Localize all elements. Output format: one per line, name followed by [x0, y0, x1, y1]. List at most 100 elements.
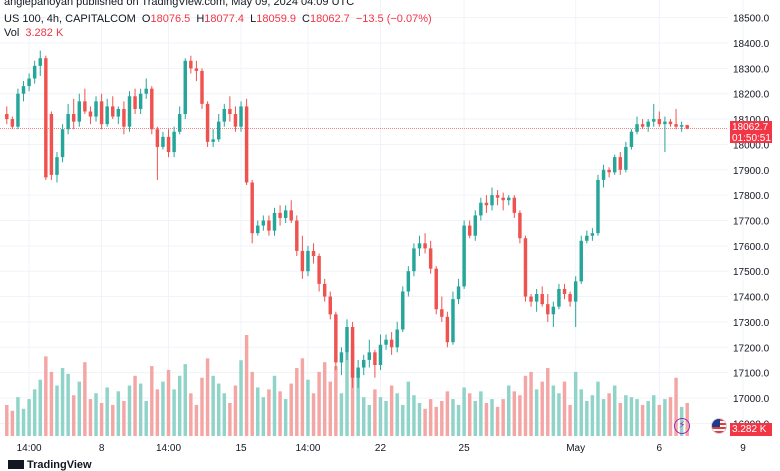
volume-bar: [94, 393, 98, 436]
open-label: O: [141, 13, 151, 25]
publisher-line: anglepanoyan published on TradingView.co…: [4, 0, 355, 8]
volume-bar: [451, 399, 455, 436]
price-axis: 16900.017000.017100.017200.017300.017400…: [733, 14, 770, 431]
y-tick-label: 18400.0: [733, 39, 770, 50]
candle-body: [127, 96, 132, 127]
volume-bar: [579, 389, 583, 436]
candle-body: [272, 212, 277, 231]
y-tick-label: 18300.0: [733, 64, 770, 75]
candle-body: [557, 288, 561, 307]
candle-body: [138, 93, 143, 109]
candle-body: [356, 367, 360, 378]
symbol-name[interactable]: US 100, 4h, CAPITALCOM: [4, 13, 136, 25]
volume-bar: [83, 362, 87, 436]
candle-body: [77, 101, 82, 122]
volume-bar: [401, 404, 405, 436]
candle-body: [105, 106, 109, 125]
candle-body: [373, 352, 377, 366]
candle-body: [607, 169, 611, 173]
x-tick-label: 14:00: [156, 443, 181, 454]
candle-body: [679, 125, 684, 127]
volume-bar: [283, 399, 288, 436]
tradingview-brand[interactable]: TradingView: [8, 459, 92, 471]
y-tick-label: 18100.0: [733, 115, 770, 126]
volume-legend: Vol 3.282 K: [4, 27, 63, 39]
volume-bar: [32, 389, 37, 436]
candle-body: [311, 250, 316, 256]
low-value: 18059.9: [256, 13, 296, 25]
volume-bar: [674, 377, 678, 436]
volume-bar: [607, 393, 611, 436]
volume-bar: [21, 408, 26, 436]
candlesticks: [5, 50, 689, 388]
volume-bar: [512, 391, 517, 436]
volume-bar: [216, 383, 221, 436]
volume-bar: [640, 404, 645, 436]
candle-body: [490, 195, 494, 206]
volume-bar: [38, 379, 42, 436]
volume-bar: [116, 391, 121, 436]
volume-bar: [546, 368, 550, 436]
volume-bar: [635, 399, 639, 436]
candle-body: [71, 114, 76, 122]
volume-bar: [239, 360, 243, 436]
candle-body: [116, 108, 121, 117]
lightning-icon[interactable]: ⚡: [674, 418, 690, 434]
us-flag-icon[interactable]: [711, 418, 727, 434]
volume-bar: [144, 401, 148, 436]
volume-bar: [585, 401, 589, 436]
low-label: L: [250, 13, 257, 25]
candle-body: [300, 250, 305, 272]
volume-bar: [378, 397, 383, 436]
candle-body: [55, 157, 59, 175]
volume-bar: [350, 342, 355, 436]
candle-body: [663, 121, 667, 125]
candle-body: [99, 101, 104, 125]
open-value: 18076.5: [150, 13, 191, 25]
candle-body: [568, 294, 572, 302]
volume-bar: [373, 389, 377, 436]
y-tick-label: 17600.0: [733, 242, 770, 253]
x-tick-label: 8: [99, 443, 105, 454]
volume-bar: [573, 371, 578, 436]
volume-bar: [495, 406, 500, 436]
time-axis: 14:00 8 14:00 15 14:00 22 25 May 6 9: [17, 443, 747, 454]
candle-body: [674, 124, 678, 127]
volume-bar: [71, 395, 76, 436]
candle-body: [362, 359, 366, 368]
last-price-tag: 18062.7 01:50:51: [730, 121, 772, 144]
candle-body: [596, 179, 600, 234]
candle-body: [289, 210, 293, 221]
volume-bar: [99, 402, 104, 436]
volume-label: Vol: [4, 27, 20, 39]
volume-bar: [300, 358, 305, 436]
volume-bar: [194, 404, 199, 436]
volume-bar: [267, 389, 271, 436]
candle-body: [267, 220, 271, 231]
candle-body: [211, 139, 215, 142]
candle-body: [194, 68, 199, 71]
tradingview-logo-icon: [8, 460, 24, 469]
candle-body: [27, 78, 31, 87]
volume-bar: [356, 375, 360, 436]
candle-body: [345, 326, 349, 353]
chart-grid: [0, 0, 744, 436]
candle-body: [573, 281, 578, 302]
candle-body: [406, 271, 411, 292]
y-tick-label: 17500.0: [733, 267, 770, 278]
candle-body: [244, 106, 249, 183]
candle-body: [479, 202, 483, 216]
candle-body: [612, 157, 617, 173]
volume-bar: [88, 399, 93, 436]
candle-body: [278, 212, 282, 218]
candle-body: [94, 101, 98, 117]
volume-bar: [200, 377, 204, 436]
volume-bar: [557, 393, 561, 436]
volume-bar: [138, 383, 143, 436]
volume-bar: [306, 379, 310, 436]
volume-bar: [205, 358, 210, 436]
volume-bar: [434, 406, 438, 436]
y-tick-label: 17000.0: [733, 394, 770, 405]
candle-body: [546, 304, 550, 315]
